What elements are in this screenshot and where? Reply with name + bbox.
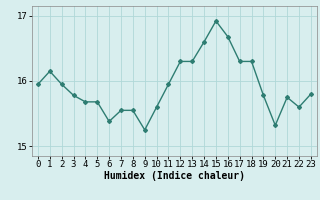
X-axis label: Humidex (Indice chaleur): Humidex (Indice chaleur) xyxy=(104,171,245,181)
